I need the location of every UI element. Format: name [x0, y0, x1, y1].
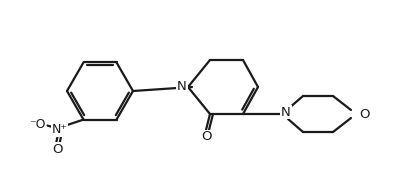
Text: O: O: [52, 143, 63, 156]
Text: O: O: [202, 130, 212, 143]
Text: ⁻O: ⁻O: [29, 118, 46, 131]
Text: N: N: [177, 80, 187, 94]
Text: N⁺: N⁺: [51, 123, 68, 136]
Text: O: O: [359, 108, 369, 120]
Text: N: N: [281, 106, 291, 118]
